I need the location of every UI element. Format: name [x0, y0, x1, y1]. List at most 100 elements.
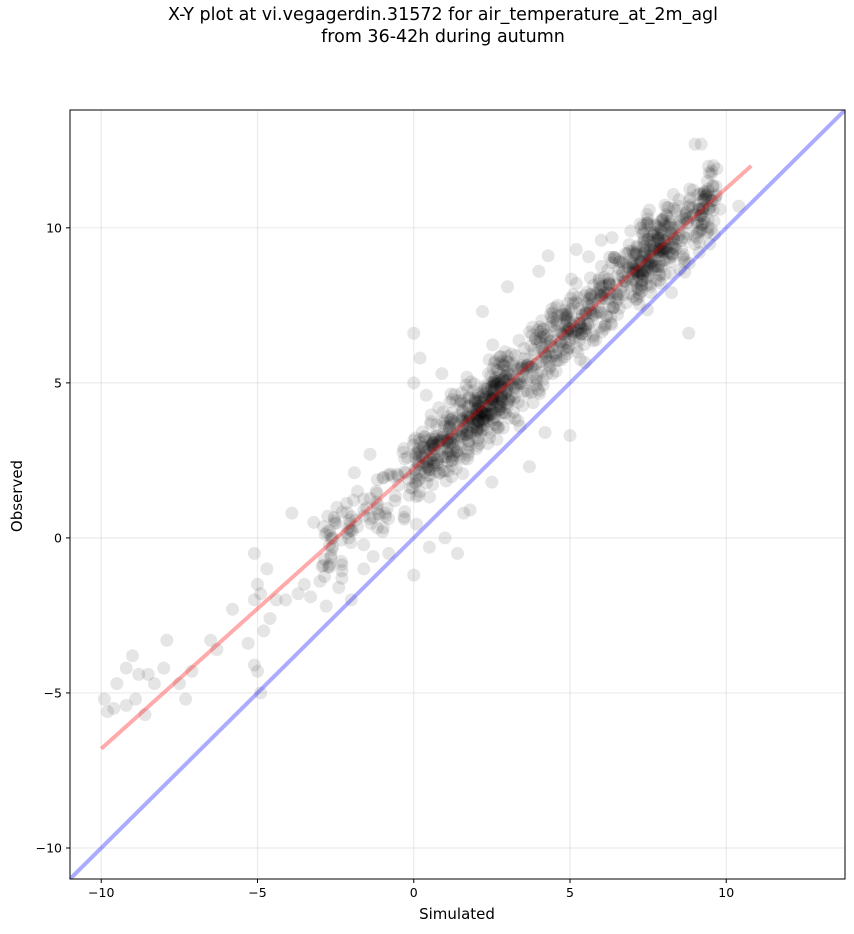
- scatter-point: [461, 423, 475, 437]
- scatter-point: [499, 406, 513, 420]
- scatter-point: [646, 233, 660, 247]
- scatter-point: [493, 367, 507, 381]
- scatter-point: [477, 405, 491, 419]
- scatter-point: [357, 503, 371, 517]
- scatter-point: [429, 465, 443, 479]
- scatter-point: [632, 252, 646, 266]
- scatter-point: [434, 433, 448, 447]
- scatter-point: [682, 256, 696, 270]
- scatter-point: [571, 323, 585, 337]
- scatter-point: [695, 218, 709, 232]
- scatter-point: [484, 392, 498, 406]
- scatter-point: [651, 263, 665, 277]
- scatter-point: [502, 372, 516, 386]
- scatter-point: [643, 218, 657, 232]
- scatter-point: [469, 417, 483, 431]
- scatter-point: [443, 415, 457, 429]
- scatter-point: [247, 593, 261, 607]
- scatter-point: [701, 225, 715, 239]
- scatter-point: [297, 577, 311, 591]
- scatter-point: [597, 270, 611, 284]
- scatter-point: [645, 228, 659, 242]
- scatter-point: [663, 255, 677, 269]
- scatter-point: [488, 378, 502, 392]
- scatter-point: [602, 285, 616, 299]
- scatter-point: [582, 292, 596, 306]
- scatter-point: [101, 705, 114, 719]
- scatter-point: [431, 437, 445, 451]
- scatter-point: [557, 328, 571, 342]
- scatter-point: [429, 438, 443, 452]
- scatter-point: [640, 216, 654, 230]
- scatter-point: [679, 206, 693, 220]
- scatter-point: [660, 200, 674, 214]
- scatter-point: [701, 185, 715, 199]
- scatter-point: [413, 351, 427, 365]
- scatter-point: [575, 308, 589, 322]
- scatter-point: [483, 399, 497, 413]
- chart-title-line-2: from 36-42h during autumn: [321, 27, 565, 47]
- scatter-point: [665, 286, 679, 300]
- scatter-point: [452, 409, 466, 423]
- scatter-point: [562, 322, 576, 336]
- scatter-point: [643, 242, 657, 256]
- scatter-point: [526, 362, 540, 376]
- scatter-point: [486, 338, 500, 352]
- scatter-point: [498, 370, 512, 384]
- scatter-point: [490, 362, 504, 376]
- scatter-point: [692, 225, 706, 239]
- scatter-point: [408, 431, 422, 445]
- scatter-point: [630, 292, 644, 306]
- scatter-point: [323, 528, 337, 542]
- scatter-point: [411, 473, 425, 487]
- scatter-point: [440, 434, 454, 448]
- scatter-point: [486, 390, 500, 404]
- scatter-point: [480, 382, 494, 396]
- scatter-point: [427, 441, 441, 455]
- scatter-point: [407, 433, 421, 447]
- scatter-point: [455, 412, 469, 426]
- scatter-point: [627, 246, 641, 260]
- scatter-point: [426, 430, 440, 444]
- scatter-point: [654, 231, 668, 245]
- scatter-point: [484, 380, 498, 394]
- scatter-point: [560, 310, 574, 324]
- scatter-point: [612, 262, 626, 276]
- scatter-point: [490, 420, 504, 434]
- scatter-point: [626, 290, 640, 304]
- scatter-point: [488, 382, 502, 396]
- scatter-point: [617, 275, 631, 289]
- scatter-point: [554, 325, 568, 339]
- scatter-point: [485, 475, 499, 489]
- scatter-point: [617, 258, 631, 272]
- scatter-point: [639, 264, 653, 278]
- scatter-point: [388, 489, 402, 503]
- scatter-point: [487, 376, 501, 390]
- scatter-point: [572, 316, 586, 330]
- scatter-point: [371, 497, 385, 511]
- scatter-point: [491, 363, 505, 377]
- scatter-point: [369, 495, 383, 509]
- scatter-point: [444, 413, 458, 427]
- scatter-point: [482, 367, 496, 381]
- scatter-point: [419, 388, 433, 402]
- scatter-point: [511, 377, 525, 391]
- scatter-point: [498, 374, 512, 388]
- scatter-point: [428, 442, 442, 456]
- scatter-point: [413, 436, 427, 450]
- scatter-point: [529, 378, 543, 392]
- scatter-point: [650, 218, 664, 232]
- scatter-point: [493, 381, 507, 395]
- scatter-point: [403, 481, 417, 495]
- scatter-point: [324, 551, 338, 565]
- scatter-point: [412, 450, 426, 464]
- scatter-point: [413, 485, 427, 499]
- scatter-point: [468, 402, 482, 416]
- scatter-point: [437, 420, 451, 434]
- scatter-point: [641, 232, 655, 246]
- scatter-point: [628, 256, 642, 270]
- scatter-point: [558, 303, 572, 317]
- scatter-point: [626, 257, 640, 271]
- scatter-point: [480, 399, 494, 413]
- scatter-point: [682, 200, 696, 214]
